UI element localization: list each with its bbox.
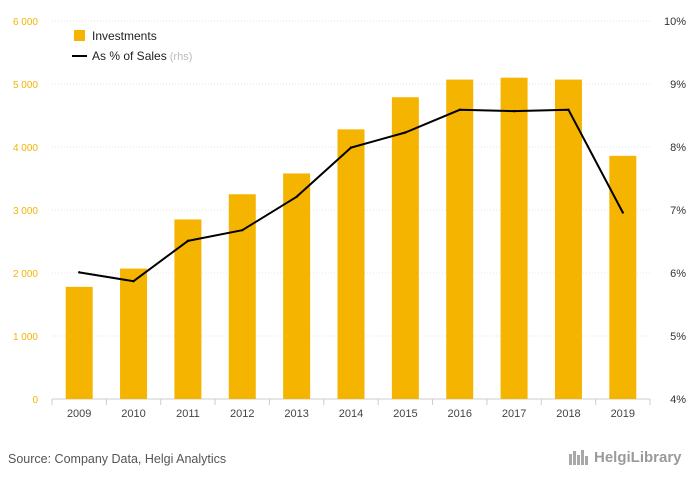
right-tick-label: 10% bbox=[664, 16, 686, 28]
x-tick-label: 2012 bbox=[230, 408, 254, 420]
line-point-2018 bbox=[567, 108, 570, 112]
x-tick-label: 2009 bbox=[67, 408, 91, 420]
line-point-2014 bbox=[349, 146, 353, 149]
right-axis-ticks: 4% 5% 6% 7% 8% 9% 10% bbox=[664, 16, 686, 406]
x-tick-label: 2019 bbox=[611, 408, 635, 420]
brand-text: HelgiLibrary bbox=[594, 448, 682, 466]
left-axis-ticks: 0 1 000 2 000 3 000 4 000 5 000 6 000 bbox=[13, 17, 38, 406]
right-tick-label: 5% bbox=[670, 331, 686, 343]
x-tick-label: 2017 bbox=[502, 408, 526, 420]
bar-2012 bbox=[228, 194, 256, 399]
line-point-2019 bbox=[621, 211, 625, 214]
brand-logo: HelgiLibrary bbox=[568, 448, 682, 466]
bar-2014 bbox=[337, 129, 365, 400]
left-tick-label: 1 000 bbox=[13, 332, 38, 343]
left-tick-label: 3 000 bbox=[13, 206, 38, 217]
x-tick-label: 2010 bbox=[121, 408, 145, 420]
gridlines bbox=[51, 20, 651, 405]
bar-2009 bbox=[65, 286, 93, 399]
right-tick-label: 7% bbox=[670, 205, 686, 217]
line-point-2011 bbox=[186, 239, 190, 243]
left-tick-label: 6 000 bbox=[13, 17, 38, 28]
right-tick-label: 4% bbox=[670, 394, 686, 406]
line-point-2012 bbox=[241, 228, 244, 232]
x-tick-label: 2013 bbox=[284, 408, 308, 420]
x-tick-label: 2018 bbox=[556, 408, 580, 420]
left-tick-label: 0 bbox=[32, 395, 38, 406]
legend-swatch-square bbox=[74, 30, 85, 41]
x-tick-label: 2011 bbox=[176, 408, 200, 420]
bar-2018 bbox=[554, 79, 582, 399]
bar-2019 bbox=[609, 155, 637, 399]
line-point-2015 bbox=[404, 131, 407, 134]
bar-2011 bbox=[174, 219, 202, 399]
right-tick-label: 6% bbox=[670, 268, 686, 280]
right-tick-label: 8% bbox=[670, 142, 686, 154]
combo-chart: 0 1 000 2 000 3 000 4 000 5 000 6 000 4% 5% 6% 7%… bbox=[13, 16, 686, 420]
bar-2016 bbox=[446, 79, 474, 399]
bar-2013 bbox=[283, 173, 311, 399]
left-tick-label: 4 000 bbox=[13, 143, 38, 154]
legend: Investments As % of Sales (rhs) bbox=[72, 29, 192, 63]
x-tick-label: 2016 bbox=[447, 408, 471, 420]
x-tick-label: 2014 bbox=[339, 408, 363, 420]
legend-label: Investments bbox=[92, 29, 157, 43]
legend-label: As % of Sales (rhs) bbox=[92, 49, 192, 63]
x-tick-label: 2015 bbox=[393, 408, 417, 420]
library-icon bbox=[569, 450, 588, 465]
line-point-2010 bbox=[132, 279, 135, 283]
legend-label-suffix: (rhs) bbox=[167, 51, 193, 63]
bar-2017 bbox=[500, 77, 528, 399]
line-point-2013 bbox=[295, 195, 298, 198]
left-tick-label: 5 000 bbox=[13, 80, 38, 91]
right-tick-label: 9% bbox=[670, 79, 686, 91]
line-point-2016 bbox=[458, 108, 461, 112]
source-note: Source: Company Data, Helgi Analytics bbox=[8, 452, 227, 466]
left-tick-label: 2 000 bbox=[13, 269, 38, 280]
line-point-2009 bbox=[77, 271, 81, 274]
bar-2010 bbox=[120, 268, 148, 399]
bar-2015 bbox=[391, 97, 419, 399]
bar-series-investments bbox=[65, 77, 637, 400]
line-series-sales-share bbox=[77, 108, 625, 283]
line-point-2017 bbox=[512, 109, 516, 113]
x-axis-ticks: 2009 2010 2011 2012 2013 2014 2015 2016 2017 2018… bbox=[67, 408, 635, 420]
